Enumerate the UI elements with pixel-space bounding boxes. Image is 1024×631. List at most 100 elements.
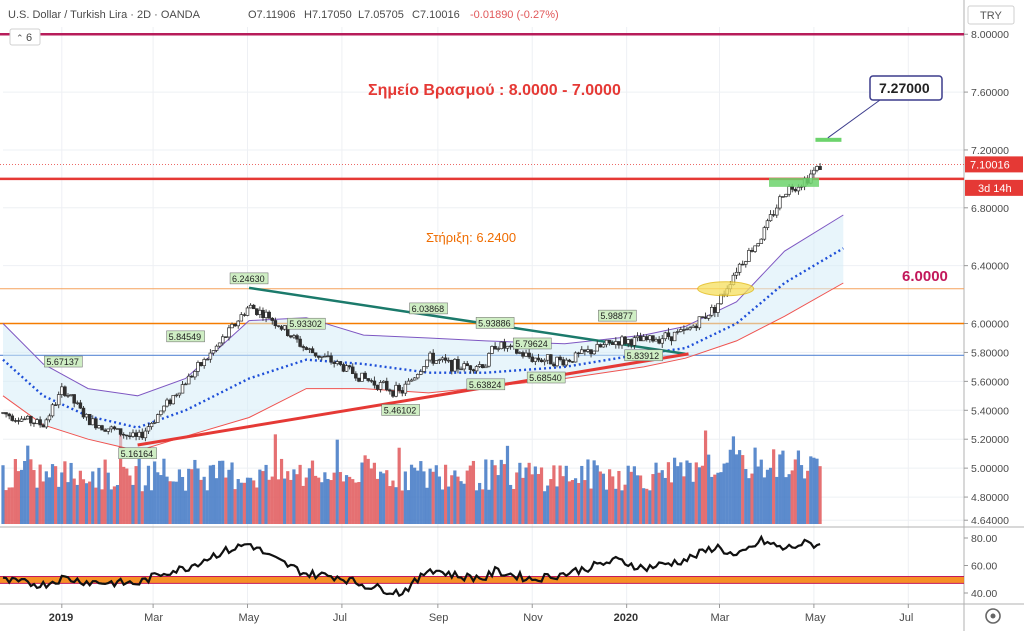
volume-bar xyxy=(69,462,73,524)
volume-bar xyxy=(657,472,661,524)
volume-bar xyxy=(577,482,581,524)
volume-bar xyxy=(304,477,308,524)
volume-bar xyxy=(673,457,677,524)
candle-body xyxy=(555,356,559,367)
volume-bar xyxy=(10,487,14,524)
volume-bar xyxy=(728,449,732,524)
candle-body xyxy=(292,335,296,338)
candle-body xyxy=(298,338,302,347)
volume-bar xyxy=(162,458,166,524)
candle-body xyxy=(350,366,355,374)
candle-body xyxy=(740,263,745,266)
volume-bar xyxy=(573,478,578,524)
candle-body xyxy=(329,355,333,363)
volume-bar xyxy=(493,465,497,524)
volume-bar xyxy=(125,468,129,524)
volume-bar xyxy=(388,486,392,524)
indicator-toggle[interactable]: ⌃ 6 xyxy=(9,28,41,46)
volume-bar xyxy=(409,464,414,524)
volume-bar xyxy=(326,478,330,524)
candle-body xyxy=(675,331,680,333)
candle-body xyxy=(645,336,649,341)
volume-bar xyxy=(100,489,104,524)
pivot-label-box xyxy=(381,404,420,416)
candle-body xyxy=(316,355,321,358)
volume-bar xyxy=(400,490,404,524)
candle-body xyxy=(118,428,123,435)
volume-bar xyxy=(397,447,401,524)
volume-bar xyxy=(765,469,770,524)
candle-body xyxy=(109,426,114,430)
candle-body xyxy=(552,363,556,367)
candle-body xyxy=(307,348,312,350)
volume-bar xyxy=(283,478,287,524)
candle-body xyxy=(391,390,395,397)
candle-body xyxy=(32,422,36,425)
volume-bar xyxy=(425,487,429,524)
candle-body xyxy=(26,415,30,420)
volume-bar xyxy=(13,459,17,524)
volume-bar xyxy=(419,461,423,524)
pivot-label-box xyxy=(409,302,448,315)
candle-body xyxy=(713,307,717,313)
volume-bar xyxy=(481,489,485,524)
volume-bar xyxy=(428,468,432,524)
candle-body xyxy=(149,423,154,428)
volume-bar xyxy=(530,474,534,524)
candle-body xyxy=(214,345,219,351)
volume-bar xyxy=(242,482,247,524)
volume-bar xyxy=(487,489,491,524)
candle-body xyxy=(360,372,364,382)
volume-bar xyxy=(261,471,265,524)
volume-bar xyxy=(447,486,451,524)
candle-body xyxy=(660,338,664,344)
candle-body xyxy=(499,341,504,350)
candle-body xyxy=(146,426,151,432)
pivot-labels: 5.67137 5.16164 5.84549 6.24630 5.93302 5.461… xyxy=(44,272,663,460)
time-tick-label: 2020 xyxy=(614,612,638,624)
volume-bar xyxy=(60,472,64,524)
candle-body xyxy=(592,350,596,355)
volume-bar xyxy=(750,473,754,524)
indicator-count: 6 xyxy=(26,32,32,44)
candle-body xyxy=(762,227,767,240)
volume-bar xyxy=(527,462,531,524)
candle-body xyxy=(756,243,760,247)
volume-bar xyxy=(663,477,667,524)
pivot-label: 5.83912 xyxy=(627,351,660,361)
pivot-label-box xyxy=(624,349,663,362)
volume-bar xyxy=(638,475,643,524)
volume-bar xyxy=(716,472,720,524)
candle-body xyxy=(663,332,668,340)
volume-bar xyxy=(351,479,355,524)
volume-bar xyxy=(205,490,209,524)
countdown-badge xyxy=(965,179,1023,196)
candle-body xyxy=(56,394,61,406)
last-price-label: 7.10016 xyxy=(970,159,1010,171)
volume-bar xyxy=(97,467,101,524)
candle-body xyxy=(378,382,383,390)
time-axis: 2019 Mar May Jul Sep Nov 2020 Mar May Jul xyxy=(49,604,913,624)
volume-bar xyxy=(561,476,565,524)
volume-bar xyxy=(589,488,593,524)
volume-bar xyxy=(279,458,284,524)
volume-bar xyxy=(703,430,708,524)
volume-bar xyxy=(54,466,58,524)
volume-bar xyxy=(193,459,197,524)
last-price-badge xyxy=(965,156,1023,173)
currency-badge[interactable]: TRY xyxy=(967,5,1015,25)
volume-bar xyxy=(809,456,813,524)
candle-body xyxy=(465,363,470,367)
candle-body xyxy=(115,428,120,430)
volume-bar xyxy=(394,487,398,524)
pivot-label: 5.93886 xyxy=(478,318,511,328)
volume-bar xyxy=(450,475,454,524)
volume-bars xyxy=(1,430,822,524)
volume-bar xyxy=(700,465,705,524)
candle-body xyxy=(610,342,615,345)
settings-button[interactable] xyxy=(985,608,1001,624)
candle-body xyxy=(434,360,439,364)
candle-body xyxy=(818,166,822,170)
candle-body xyxy=(768,214,773,222)
